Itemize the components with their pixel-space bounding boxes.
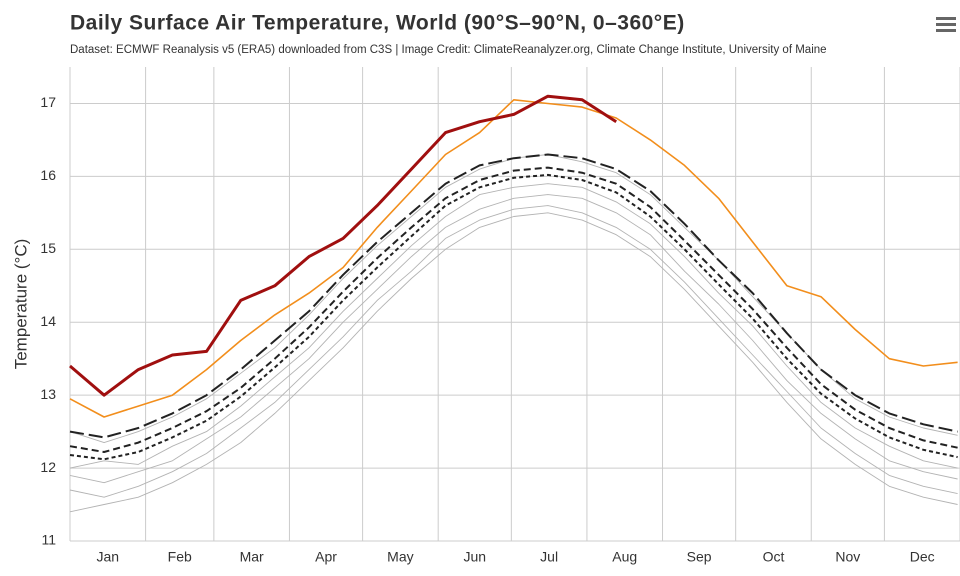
x-tick-label: May xyxy=(387,549,413,565)
x-tick-label: Sep xyxy=(687,549,712,565)
menu-bar[interactable] xyxy=(936,29,956,32)
x-tick-label: Dec xyxy=(910,549,935,565)
y-tick-label: 11 xyxy=(41,532,56,548)
x-tick-label: Aug xyxy=(612,549,637,565)
x-tick-label: Apr xyxy=(315,549,337,565)
chart-subtitle: Dataset: ECMWF Reanalysis v5 (ERA5) down… xyxy=(70,44,827,56)
y-tick-label: 16 xyxy=(40,167,56,183)
y-tick-label: 13 xyxy=(40,386,56,402)
x-tick-label: Nov xyxy=(835,549,860,565)
series-line xyxy=(69,94,618,397)
x-tick-label: Jan xyxy=(97,549,120,565)
series-line xyxy=(69,183,958,469)
menu-button[interactable] xyxy=(936,17,956,32)
x-tick-label: Oct xyxy=(763,549,785,565)
y-axis-label: Temperature (°C) xyxy=(11,239,30,370)
y-tick-label: 17 xyxy=(40,94,56,110)
plot-background xyxy=(70,67,960,541)
y-tick-label: 15 xyxy=(40,240,56,256)
series-line xyxy=(69,212,958,513)
x-tick-label: Jun xyxy=(463,549,486,565)
y-tick-label: 12 xyxy=(40,459,56,475)
series-line xyxy=(69,153,958,439)
x-tick-label: Mar xyxy=(240,549,264,565)
menu-bar[interactable] xyxy=(936,23,956,26)
series-line xyxy=(69,166,958,453)
series-line xyxy=(69,99,958,418)
menu-bar[interactable] xyxy=(936,17,956,20)
chart-title: Daily Surface Air Temperature, World (90… xyxy=(70,12,685,35)
x-tick-label: Jul xyxy=(540,549,558,565)
x-tick-label: Feb xyxy=(168,549,192,565)
series-line xyxy=(69,205,958,498)
series-line xyxy=(69,194,958,484)
y-tick-label: 14 xyxy=(40,313,56,329)
series-line xyxy=(69,173,958,461)
